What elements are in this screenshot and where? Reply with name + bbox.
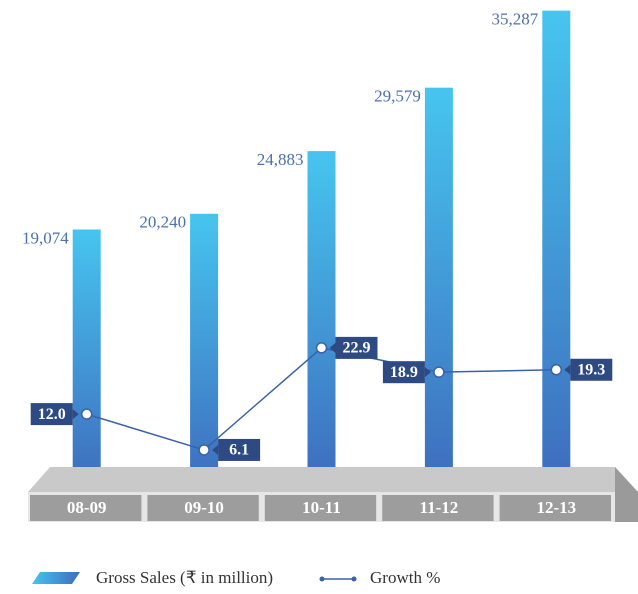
line-point [80, 408, 93, 420]
category-box [30, 495, 142, 521]
x-tick-label: 10-11 [302, 498, 341, 517]
category-box [264, 495, 377, 521]
category-box [147, 495, 259, 521]
label-pointer [329, 342, 336, 353]
label-box [335, 336, 378, 359]
line-point [315, 342, 328, 354]
x-tick-label: 12-13 [536, 498, 576, 517]
value-label: 18.9 [390, 364, 418, 381]
legend-label: Growth % [370, 568, 440, 587]
x-tick-label: 11-12 [420, 498, 459, 517]
value-label: 24,883 [257, 150, 304, 169]
category-box [382, 495, 494, 521]
value-label: 22.9 [343, 340, 371, 357]
value-label: 6.1 [229, 442, 249, 459]
value-label: 29,579 [374, 87, 421, 106]
line-point [198, 444, 210, 456]
line-point [433, 366, 445, 378]
legend-bar-icon [32, 572, 80, 584]
bar [307, 151, 336, 487]
label-box [30, 403, 73, 426]
x-tick-label: 08-09 [67, 498, 107, 517]
value-label: 19.3 [577, 361, 605, 378]
bar [424, 87, 453, 487]
bar [542, 10, 571, 488]
value-label: 20,240 [139, 213, 186, 232]
category-box [499, 495, 611, 521]
bar [72, 229, 101, 487]
legend-label: Gross Sales (₹ in million) [96, 568, 273, 587]
label-box [570, 358, 613, 381]
platform-top [28, 467, 638, 492]
label-box [382, 361, 425, 384]
label-pointer [72, 409, 79, 420]
x-tick-label: 09-10 [184, 498, 224, 517]
label-pointer [212, 444, 219, 455]
label-pointer [424, 367, 431, 378]
label-box [218, 438, 261, 461]
legend-line-dot [319, 576, 325, 582]
platform-side [615, 467, 638, 522]
value-label: 35,287 [492, 10, 539, 29]
line-point [550, 364, 563, 376]
value-label: 12.0 [38, 406, 66, 423]
legend-line-dot [351, 576, 357, 582]
value-label: 19,074 [22, 228, 69, 247]
label-pointer [564, 364, 571, 375]
